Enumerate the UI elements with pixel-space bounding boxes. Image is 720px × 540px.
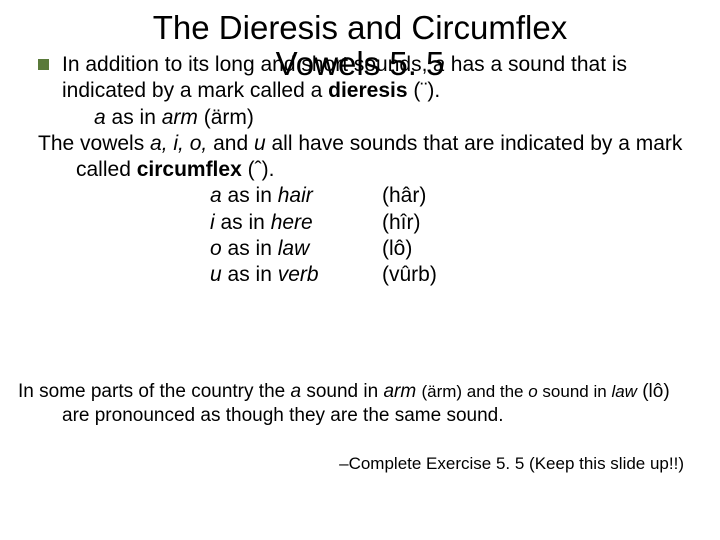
row-hair: a as in hair (hâr) xyxy=(38,183,688,209)
row-right: (lô) xyxy=(368,236,688,262)
italic: arm xyxy=(383,381,421,402)
closing-para: In some parts of the country the a sound… xyxy=(18,380,702,428)
bold-circumflex: circumflex xyxy=(137,158,242,181)
italic-aio: a, i, o, xyxy=(150,132,207,155)
text: sound in xyxy=(301,381,383,402)
row-right: (hâr) xyxy=(368,183,688,209)
text: In some parts of the country the xyxy=(18,381,290,402)
square-bullet-icon xyxy=(38,52,52,105)
title-line-1: The Dieresis and Circumflex xyxy=(0,10,720,46)
italic: verb xyxy=(278,263,319,286)
row-left: i as in here xyxy=(38,210,368,236)
text: and xyxy=(207,132,254,155)
footer-note: –Complete Exercise 5. 5 (Keep this slide… xyxy=(339,454,684,474)
para-2: The vowels a, i, o, and u all have sound… xyxy=(38,131,688,184)
text: (¨). xyxy=(408,79,441,102)
slide: The Dieresis and Circumflex Vowels 5. 5 … xyxy=(0,0,720,540)
italic: hair xyxy=(278,184,313,207)
row-verb: u as in verb (vûrb) xyxy=(38,262,688,288)
text: as in xyxy=(222,237,278,260)
text: as in xyxy=(106,106,162,129)
italic: a xyxy=(210,184,222,207)
bold-dieresis: dieresis xyxy=(328,79,407,102)
italic: u xyxy=(210,263,222,286)
italic-arm: arm xyxy=(162,106,198,129)
text: sound in xyxy=(538,382,612,401)
italic: law xyxy=(278,237,310,260)
para-1: In addition to its long and short sounds… xyxy=(62,52,688,105)
text: In addition to its long and short sounds… xyxy=(62,53,433,76)
italic: here xyxy=(271,211,313,234)
row-here: i as in here (hîr) xyxy=(38,210,688,236)
italic: a xyxy=(290,381,301,402)
row-right: (vûrb) xyxy=(368,262,688,288)
italic: o xyxy=(528,382,537,401)
bullet-1: In addition to its long and short sounds… xyxy=(38,52,688,105)
text: as in xyxy=(222,263,278,286)
italic: o xyxy=(210,237,222,260)
text: as in xyxy=(222,184,278,207)
row-left: a as in hair xyxy=(38,183,368,209)
italic-a: a xyxy=(433,53,445,76)
text: as in xyxy=(215,211,271,234)
text: (ärm) and the xyxy=(421,382,528,401)
example-arm: a as in arm (ärm) xyxy=(38,105,688,131)
row-left: u as in verb xyxy=(38,262,368,288)
slide-body: In addition to its long and short sounds… xyxy=(38,52,688,288)
row-left: o as in law xyxy=(38,236,368,262)
row-law: o as in law (lô) xyxy=(38,236,688,262)
text: (ˆ). xyxy=(242,158,275,181)
italic-a: a xyxy=(94,106,106,129)
text: (ärm) xyxy=(198,106,254,129)
row-right: (hîr) xyxy=(368,210,688,236)
text: The vowels xyxy=(38,132,150,155)
italic: law xyxy=(611,382,637,401)
italic-u: u xyxy=(254,132,266,155)
